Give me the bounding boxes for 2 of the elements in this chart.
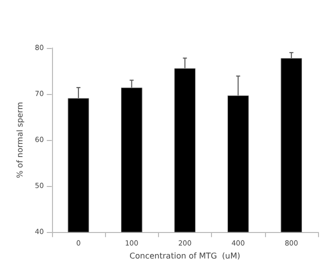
y-axis-title: % of normal sperm bbox=[16, 102, 24, 178]
x-axis-title: Concentration of MTG (uM) bbox=[130, 252, 240, 260]
